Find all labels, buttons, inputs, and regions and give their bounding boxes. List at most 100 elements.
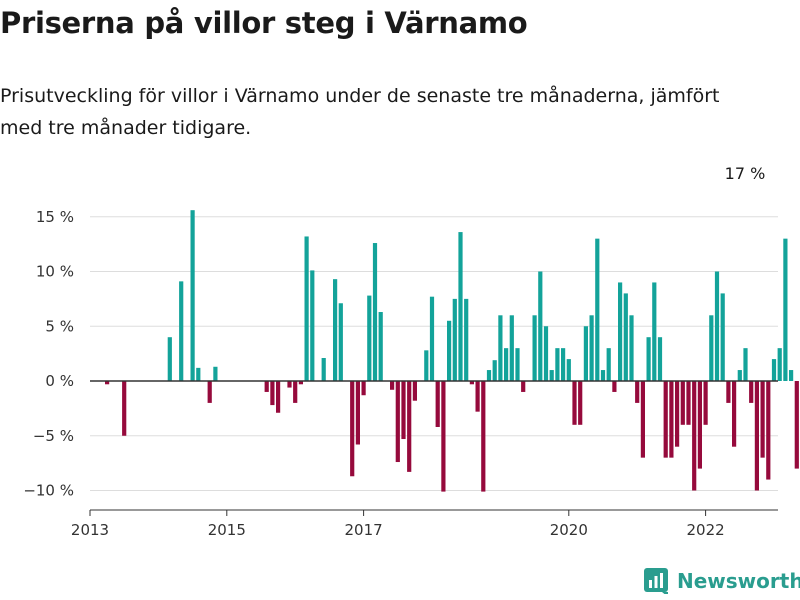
- bar: [600, 370, 606, 381]
- bar: [635, 381, 640, 403]
- last-value-label: 17 %: [725, 164, 766, 183]
- bar: [692, 381, 697, 491]
- bar: [401, 381, 406, 440]
- bar: [583, 326, 588, 381]
- bar: [412, 381, 417, 401]
- bar: [640, 381, 645, 458]
- bar: [264, 381, 269, 392]
- bar: [207, 381, 212, 403]
- bar: [390, 381, 395, 390]
- y-tick-label: 0 %: [45, 372, 74, 390]
- bar: [703, 381, 708, 425]
- bar: [538, 271, 543, 381]
- bar: [720, 293, 725, 381]
- bar: [367, 295, 372, 381]
- chart-subtitle: Prisutveckling för villor i Värnamo unde…: [0, 85, 720, 139]
- bar-chart-logo-icon: [644, 568, 668, 594]
- bar: [321, 358, 326, 381]
- y-tick-label: −5 %: [33, 427, 74, 445]
- bar: [618, 282, 623, 381]
- bar: [447, 320, 452, 381]
- bar: [697, 381, 702, 469]
- bar: [469, 381, 474, 385]
- bar: [675, 381, 680, 447]
- bar: [167, 337, 172, 381]
- bar: [486, 370, 492, 381]
- bar: [777, 348, 782, 381]
- bar: [743, 348, 748, 381]
- bar: [754, 381, 759, 491]
- bar: [652, 282, 657, 381]
- bar: [122, 381, 127, 436]
- bar: [304, 236, 309, 381]
- bar: [646, 337, 651, 381]
- x-tick-label: 2020: [550, 521, 588, 539]
- y-tick-label: 5 %: [45, 317, 74, 335]
- bar: [789, 370, 794, 381]
- x-tick-label: 2015: [208, 521, 246, 539]
- bar: [435, 381, 440, 427]
- bar: [310, 270, 315, 381]
- bar: [298, 381, 303, 385]
- bar: [566, 359, 571, 381]
- bar: [350, 381, 355, 477]
- bar: [475, 381, 480, 412]
- y-axis: 15 % 10 % 5 % 0 % −5 % −10 %: [23, 208, 74, 500]
- bar: [612, 381, 617, 392]
- y-tick-label: 10 %: [36, 263, 74, 281]
- chart-title: Priserna på villor steg i Värnamo: [0, 6, 528, 40]
- x-axis: 201320152017202020222024: [71, 509, 778, 539]
- bar: [555, 348, 560, 381]
- bar: [395, 381, 400, 463]
- bar: [549, 370, 554, 381]
- bar: [663, 381, 668, 458]
- bar: [521, 381, 526, 392]
- x-tick-label: 2022: [687, 521, 725, 539]
- bar: [338, 303, 343, 381]
- bar: [452, 298, 457, 381]
- x-tick-label: 2017: [345, 521, 383, 539]
- bar: [760, 381, 765, 458]
- bar: [561, 348, 566, 381]
- x-tick-label: 2013: [71, 521, 109, 539]
- bar: [333, 279, 338, 381]
- bar: [429, 296, 435, 381]
- bar: [732, 381, 737, 447]
- bar: [498, 315, 503, 381]
- bar: [424, 350, 429, 381]
- bar: [749, 381, 754, 403]
- bar: [270, 381, 275, 406]
- bar: [361, 381, 366, 396]
- bar: [629, 315, 634, 381]
- brand-name: Newsworthy: [677, 569, 800, 593]
- bar: [355, 381, 360, 445]
- bar: [589, 315, 594, 381]
- bar: [595, 238, 600, 381]
- bar: [378, 312, 383, 381]
- bar: [709, 315, 714, 381]
- bar: [726, 381, 731, 403]
- bar: [287, 381, 292, 388]
- brand-logo: Newsworthy: [644, 568, 800, 594]
- bar: [572, 381, 577, 425]
- bar: [737, 370, 742, 381]
- bar: [458, 232, 463, 381]
- bar: [686, 381, 691, 425]
- bar: [492, 360, 497, 381]
- bar: [771, 359, 777, 381]
- y-tick-label: −10 %: [23, 482, 74, 500]
- bar: [543, 326, 549, 381]
- bar: [481, 381, 486, 492]
- bar: [293, 381, 298, 403]
- bar: [179, 281, 184, 381]
- bar: [783, 238, 788, 381]
- bars: [105, 210, 799, 492]
- bar: [213, 366, 218, 381]
- bar: [190, 210, 195, 381]
- bar: [680, 381, 685, 425]
- bar: [578, 381, 583, 425]
- bar: [441, 381, 446, 492]
- bar: [794, 381, 799, 469]
- bar: [105, 381, 110, 385]
